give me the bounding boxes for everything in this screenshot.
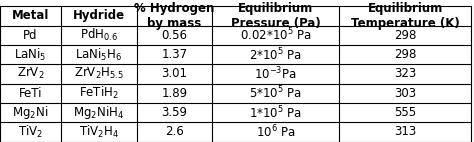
Text: 0.56: 0.56: [161, 29, 187, 42]
Text: 323: 323: [394, 67, 416, 80]
Text: Mg$_2$Ni: Mg$_2$Ni: [12, 104, 49, 121]
Text: 2.6: 2.6: [165, 125, 183, 138]
Text: Equilibrium
Pressure (Pa): Equilibrium Pressure (Pa): [231, 2, 320, 30]
Text: FeTiH$_2$: FeTiH$_2$: [79, 85, 119, 101]
Text: 1.89: 1.89: [161, 87, 187, 100]
Text: 5*10$^{5}$ Pa: 5*10$^{5}$ Pa: [249, 85, 302, 102]
Text: TiV$_2$H$_4$: TiV$_2$H$_4$: [79, 124, 119, 140]
Text: 1.37: 1.37: [161, 48, 187, 61]
Text: 555: 555: [394, 106, 416, 119]
Text: Equilibrium
Temperature (K): Equilibrium Temperature (K): [351, 2, 459, 30]
Text: 3.59: 3.59: [161, 106, 187, 119]
Text: 313: 313: [394, 125, 416, 138]
Text: % Hydrogen
by mass: % Hydrogen by mass: [134, 2, 214, 30]
Text: 1*10$^{5}$ Pa: 1*10$^{5}$ Pa: [249, 104, 302, 121]
Text: Mg$_2$NiH$_4$: Mg$_2$NiH$_4$: [73, 104, 125, 121]
Text: LaNi$_5$: LaNi$_5$: [14, 46, 47, 63]
Text: 10$^{6}$ Pa: 10$^{6}$ Pa: [255, 124, 295, 140]
Text: FeTi: FeTi: [19, 87, 42, 100]
Text: 298: 298: [394, 29, 416, 42]
Text: 3.01: 3.01: [161, 67, 187, 80]
Text: ZrV$_2$H$_{5.5}$: ZrV$_2$H$_{5.5}$: [74, 66, 124, 81]
Text: Metal: Metal: [12, 9, 49, 22]
Text: 298: 298: [394, 48, 416, 61]
Text: ZrV$_2$: ZrV$_2$: [17, 66, 45, 81]
Text: 10$^{-3}$Pa: 10$^{-3}$Pa: [254, 66, 297, 82]
Text: TiV$_2$: TiV$_2$: [18, 124, 43, 140]
Text: Hydride: Hydride: [73, 9, 125, 22]
Text: Pd: Pd: [23, 29, 38, 42]
Text: 2*10$^{5}$ Pa: 2*10$^{5}$ Pa: [249, 46, 302, 63]
Text: 303: 303: [394, 87, 416, 100]
Text: LaNi$_5$H$_6$: LaNi$_5$H$_6$: [75, 46, 122, 63]
Text: PdH$_{0.6}$: PdH$_{0.6}$: [80, 27, 118, 43]
Text: 0.02*10$^{5}$ Pa: 0.02*10$^{5}$ Pa: [240, 27, 311, 43]
